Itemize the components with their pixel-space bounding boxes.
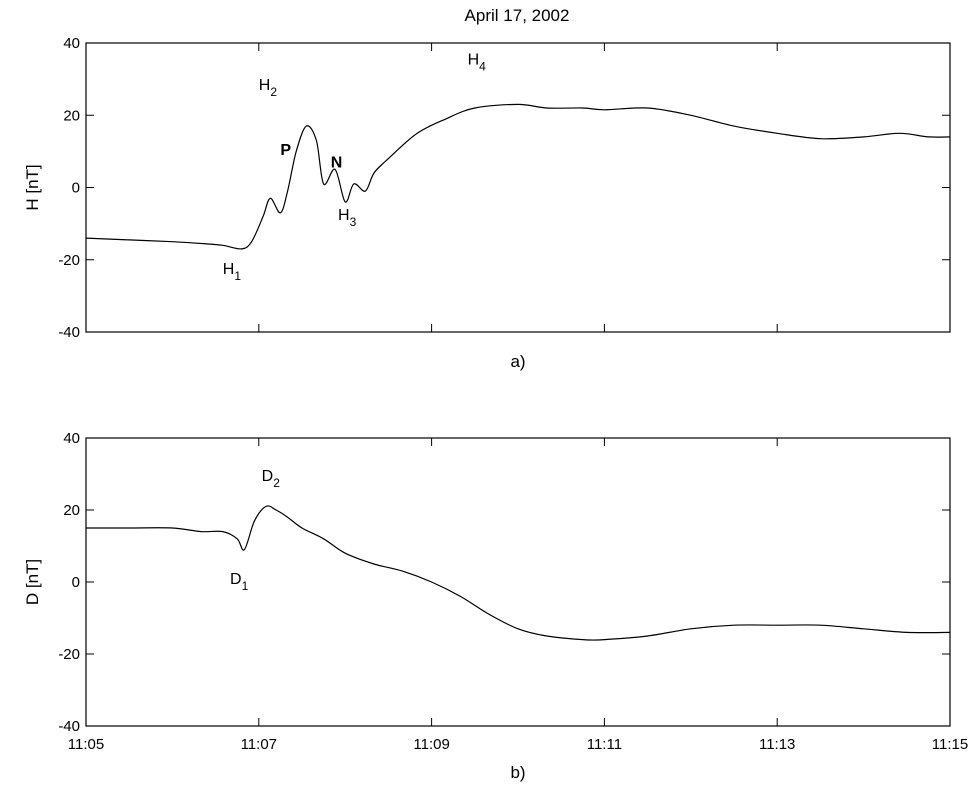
annotation-base: H [338,207,350,224]
annotation-subscript: 2 [273,476,280,490]
annotation-label: N [331,155,343,172]
y-tick-label: 40 [63,430,80,447]
annotation-base: D [230,571,242,588]
y-tick-label: 40 [63,35,80,52]
x-tick-label: 11:05 [68,736,104,753]
annotation-label: H2 [259,77,278,99]
annotation-base: H [259,77,271,94]
y-tick-label: -20 [58,252,80,269]
annotation-base: H [468,52,480,69]
y-axis-label: D [nT] [23,559,42,605]
y-tick-label: -40 [58,324,80,341]
annotation-label: H1 [223,261,242,283]
y-tick-label: -40 [58,718,80,735]
x-tick-label: 11:09 [413,736,449,753]
figure-title: April 17, 2002 [465,6,570,25]
annotation-base: H [223,261,235,278]
annotation-subscript: 4 [479,60,486,74]
y-tick-label: -20 [58,646,80,663]
y-tick-label: 20 [63,502,80,519]
annotation-base: P [280,142,291,159]
annotation-label: H4 [468,52,487,74]
plot-frame [85,42,951,333]
panel-caption: b) [510,763,525,782]
y-tick-label: 0 [72,180,80,197]
x-tick-label: 11:15 [932,736,968,753]
annotation-subscript: 1 [234,269,241,283]
panel-caption: a) [510,352,525,371]
annotation-label: D2 [262,468,281,490]
x-tick-label: 11:11 [587,736,622,753]
x-tick-label: 11:13 [759,736,795,753]
annotation-label: D1 [230,571,249,593]
annotation-subscript: 3 [350,215,357,229]
annotation-subscript: 1 [242,579,249,593]
y-tick-label: 20 [63,107,80,124]
series-line [85,103,951,250]
annotation-subscript: 2 [270,85,277,99]
annotation-base: N [331,155,343,172]
series-line [86,505,951,641]
annotation-label: P [280,142,291,159]
annotation-base: D [262,468,274,485]
y-axis-label: H [nT] [23,164,42,210]
x-tick-label: 11:07 [241,736,277,753]
annotation-label: H3 [338,207,357,229]
plot-frame [85,437,951,727]
y-tick-label: 0 [72,574,80,591]
